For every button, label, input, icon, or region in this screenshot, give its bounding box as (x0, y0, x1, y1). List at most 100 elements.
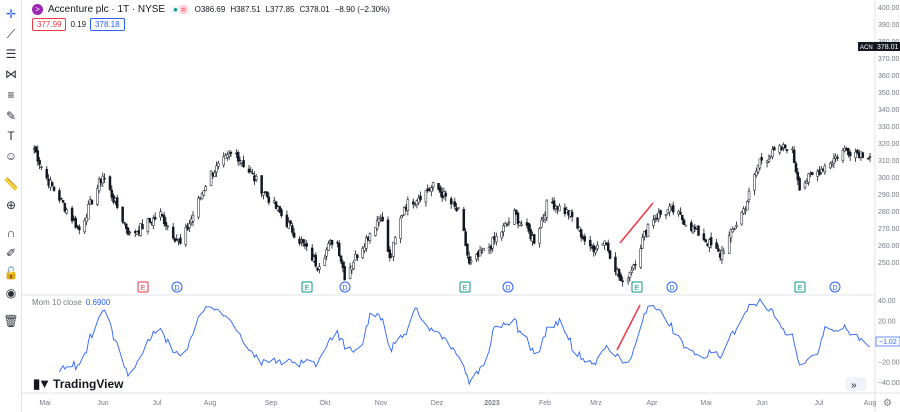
candle-body (791, 148, 794, 151)
candle-body (854, 151, 857, 159)
candle-body (424, 190, 428, 203)
market-open-icon: ● (173, 5, 178, 14)
event-label: D (669, 285, 674, 292)
time-tick-label: Jun (756, 400, 767, 407)
momentum-legend: Mom 10 close 0.6900 (32, 298, 110, 307)
trend-line-drawing[interactable] (619, 202, 654, 244)
candle-body (341, 261, 345, 268)
dividend-marker[interactable] (829, 281, 841, 293)
candle-body (702, 233, 706, 241)
candle-body (209, 170, 213, 186)
candle-body (61, 200, 65, 203)
candle-body (861, 152, 865, 158)
ticker-tag (858, 42, 875, 51)
brush-icon[interactable]: ✎ (5, 109, 17, 123)
candle-body (287, 221, 290, 229)
candle-body (274, 201, 278, 209)
pencil-lock-icon[interactable]: ✐ (5, 246, 17, 260)
candle-body (773, 147, 776, 151)
dividend-marker[interactable] (666, 281, 678, 293)
candle-body (588, 239, 592, 247)
earnings-marker[interactable] (137, 281, 149, 293)
candle-body (146, 218, 150, 232)
candle-body (868, 156, 872, 158)
time-tick-label: Apr (647, 400, 659, 407)
candle-body (126, 227, 130, 235)
momentum-tick-label: 20.00 (878, 319, 896, 326)
earnings-marker[interactable] (301, 281, 313, 293)
earnings-marker[interactable] (459, 281, 471, 293)
scroll-to-realtime-button[interactable] (846, 377, 866, 391)
candle-body (592, 245, 596, 253)
candle-body (406, 199, 410, 211)
candle-body (310, 247, 314, 261)
candle-body (720, 250, 724, 260)
momentum-tick-label: −40.00 (878, 380, 900, 387)
ask-button[interactable]: 378.18 (90, 18, 125, 31)
earnings-marker[interactable] (631, 281, 643, 293)
dividend-marker[interactable] (339, 281, 351, 293)
ohlc-change: −8.90 (−2.30%) (334, 5, 390, 14)
candle-body (538, 228, 541, 244)
candle-body (439, 187, 442, 193)
candle-body (339, 255, 343, 262)
candle-body (83, 220, 86, 233)
candle-body (292, 232, 296, 238)
bid-button[interactable]: 377.99 (32, 18, 67, 31)
bid-ask: 377.99 0.19 378.18 (32, 18, 125, 31)
time-tick-label: Mrz (590, 400, 602, 407)
candle-body (52, 186, 56, 191)
trash-icon[interactable]: 🗑 (3, 314, 19, 328)
price-tick-label: 340.00 (878, 107, 900, 114)
candle-body (356, 254, 359, 259)
magnet-icon[interactable]: ∩ (6, 226, 16, 240)
candle-body (464, 231, 467, 247)
ohlc-open: O386.69 (194, 5, 226, 14)
candle-body (90, 200, 94, 205)
settings-gear-icon[interactable]: ⚙ (883, 398, 892, 409)
price-tick-label: 290.00 (878, 192, 900, 199)
tradingview-logo[interactable]: ▮▼ TradingView (33, 376, 124, 392)
candle-body (238, 159, 242, 162)
candle-body (63, 202, 67, 212)
candle-body (794, 163, 798, 173)
candle-body (330, 240, 334, 245)
candle-body (495, 236, 498, 243)
candle-body (823, 165, 827, 173)
earnings-marker[interactable] (794, 281, 806, 293)
trend-line-drawing[interactable] (616, 304, 641, 351)
candle-body (617, 268, 621, 278)
dividend-marker[interactable] (502, 281, 514, 293)
pattern-nodes-icon[interactable]: ⋈ (5, 67, 17, 81)
dividend-marker[interactable] (171, 281, 183, 293)
crosshair-icon[interactable]: ✛ (5, 7, 17, 21)
momentum-tick-label: 40.00 (878, 298, 896, 305)
candle-body (128, 231, 132, 234)
eye-icon[interactable]: ◉ (5, 286, 17, 300)
candle-body (103, 177, 106, 180)
candle-body (480, 251, 484, 254)
candle-body (558, 205, 561, 212)
candle-body (755, 170, 758, 176)
lock-icon[interactable]: 🔓 (3, 266, 19, 280)
candle-body (202, 190, 206, 196)
horizontal-lines-icon[interactable]: ☰ (5, 47, 17, 61)
candle-body (745, 201, 749, 211)
momentum-title[interactable]: Mom 10 close (32, 298, 82, 307)
ruler-icon[interactable]: 📏 (3, 177, 19, 191)
candle-body (507, 221, 511, 224)
candle-body (722, 251, 726, 254)
text-icon[interactable]: T (7, 129, 15, 143)
event-label: E (305, 285, 310, 292)
symbol-title[interactable]: Accenture plc · 1T · NYSE (48, 4, 166, 15)
candle-body (552, 200, 556, 210)
fib-icon[interactable]: ≡ (7, 88, 15, 102)
candle-body (841, 150, 845, 161)
emoji-icon[interactable]: ☺ (4, 149, 18, 163)
candle-body (634, 264, 637, 266)
price-tick-label: 390.00 (878, 22, 900, 29)
trend-line-icon[interactable]: ⟋ (6, 26, 16, 41)
status-pill[interactable]: ● = (170, 5, 190, 14)
zoom-in-icon[interactable]: ⊕ (5, 198, 17, 212)
